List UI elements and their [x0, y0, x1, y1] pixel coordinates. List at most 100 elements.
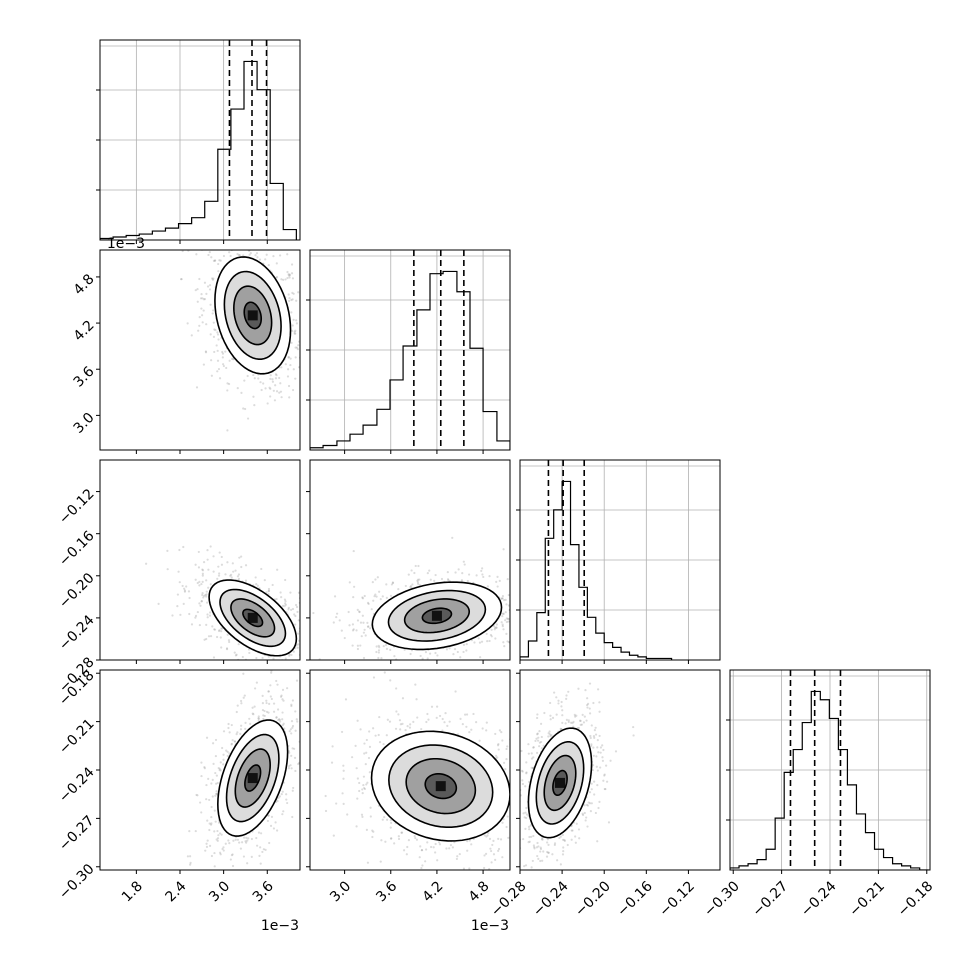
- sample-point: [242, 672, 245, 675]
- sample-point: [222, 753, 225, 756]
- sample-point: [505, 620, 508, 624]
- sample-point: [244, 407, 247, 411]
- sample-point: [455, 857, 459, 861]
- sample-point: [465, 713, 469, 716]
- sample-point: [207, 568, 210, 571]
- sample-point: [212, 321, 215, 324]
- y-tick-label: −0.20: [56, 570, 98, 612]
- sample-point: [262, 662, 264, 664]
- sample-point: [393, 842, 396, 845]
- scatter-frame: [99, 459, 301, 661]
- sample-point: [426, 712, 429, 716]
- sample-point: [206, 616, 209, 619]
- sample-point: [315, 656, 317, 658]
- sample-point: [200, 582, 203, 586]
- sample-point: [265, 701, 268, 705]
- sample-point: [528, 859, 530, 861]
- sample-point: [288, 297, 291, 300]
- sample-point: [408, 726, 412, 729]
- sample-point: [267, 690, 270, 693]
- sample-point: [225, 647, 229, 650]
- sample-point: [251, 712, 254, 715]
- sample-point: [287, 767, 290, 770]
- sample-point: [356, 608, 359, 612]
- sample-point: [206, 819, 209, 822]
- sample-point: [304, 357, 306, 359]
- sample-point: [488, 837, 492, 840]
- sample-point: [303, 754, 305, 756]
- sample-point: [330, 761, 334, 764]
- sample-point: [304, 355, 306, 357]
- sample-point: [301, 664, 303, 666]
- sample-point: [397, 587, 400, 591]
- sample-point: [516, 833, 518, 835]
- sample-point: [427, 679, 429, 681]
- sample-point: [361, 614, 364, 617]
- sample-point: [290, 704, 293, 708]
- sample-point: [214, 820, 217, 823]
- sample-point: [456, 650, 459, 654]
- sample-point: [313, 665, 315, 667]
- sample-point: [197, 550, 200, 554]
- sample-point: [632, 725, 635, 729]
- sample-point: [274, 821, 277, 824]
- sample-point: [307, 759, 309, 761]
- sample-point: [516, 755, 518, 757]
- sample-point: [262, 848, 265, 851]
- sample-point: [240, 240, 242, 242]
- sample-point: [220, 555, 223, 559]
- density-peak: [431, 610, 442, 621]
- sample-point: [516, 766, 518, 768]
- sample-point: [340, 730, 344, 734]
- sample-point: [578, 837, 581, 840]
- sample-point: [452, 653, 455, 656]
- sample-point: [417, 564, 420, 568]
- sample-point: [400, 831, 403, 834]
- sample-point: [384, 840, 387, 843]
- sample-point: [252, 713, 255, 716]
- sample-point: [273, 662, 275, 664]
- sample-point: [318, 656, 320, 658]
- sample-point: [326, 674, 328, 676]
- sample-point: [333, 661, 335, 663]
- x-tick-label: −0.30: [701, 878, 743, 920]
- sample-point: [243, 236, 245, 238]
- sample-point: [279, 390, 283, 393]
- sample-point: [274, 373, 278, 376]
- sample-point: [536, 733, 539, 736]
- sample-point: [291, 671, 293, 673]
- sample-point: [499, 838, 503, 841]
- sample-point: [220, 630, 223, 633]
- sample-point: [383, 816, 386, 819]
- sample-point: [407, 573, 410, 576]
- sample-point: [342, 802, 345, 805]
- sample-point: [435, 716, 438, 719]
- sample-point: [386, 718, 389, 721]
- sample-point: [399, 723, 402, 726]
- sample-point: [388, 720, 392, 723]
- sample-point: [240, 555, 243, 558]
- sample-point: [350, 756, 354, 759]
- y-tick-label: −0.12: [56, 486, 98, 528]
- histogram-panel: [520, 460, 720, 660]
- sample-point: [390, 583, 394, 586]
- sample-point: [520, 791, 522, 793]
- sample-point: [324, 794, 327, 798]
- sample-point: [541, 586, 543, 588]
- sample-point: [278, 718, 281, 721]
- sample-point: [493, 628, 496, 631]
- sample-point: [331, 745, 334, 748]
- sample-point: [366, 601, 370, 604]
- sample-point: [221, 247, 223, 249]
- sample-point: [216, 781, 219, 785]
- sample-point: [280, 596, 283, 599]
- sample-point: [239, 728, 243, 731]
- sample-point: [241, 655, 244, 659]
- sample-point: [221, 350, 224, 354]
- sample-point: [426, 657, 429, 660]
- sample-point: [515, 792, 517, 794]
- sample-point: [297, 344, 300, 347]
- sample-point: [426, 841, 429, 844]
- sample-point: [235, 875, 237, 877]
- sample-point: [208, 828, 211, 832]
